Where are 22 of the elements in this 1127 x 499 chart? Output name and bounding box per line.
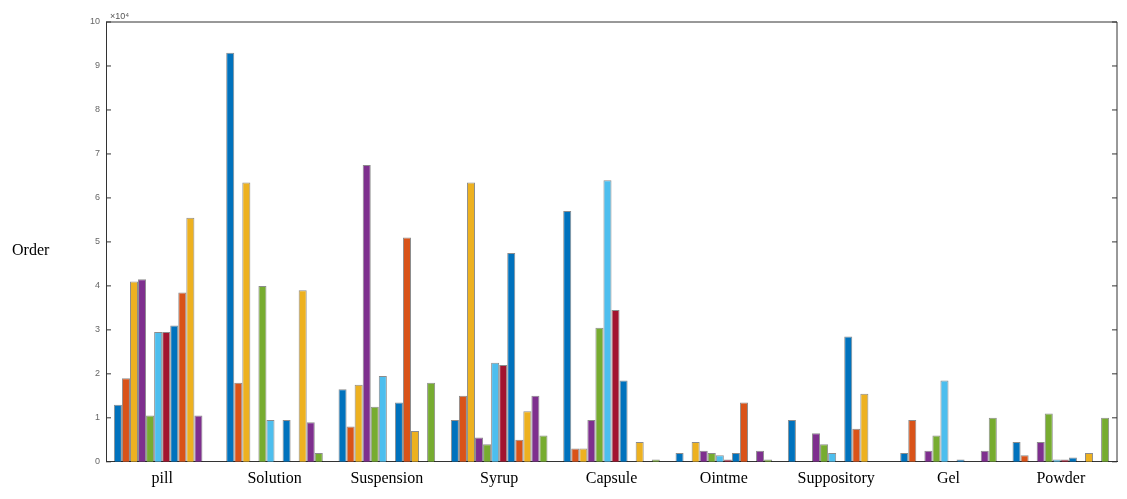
x-tick-label: Powder bbox=[1036, 468, 1086, 486]
y-tick-label: 6 bbox=[95, 192, 101, 203]
y-tick-label: 1 bbox=[95, 412, 101, 423]
y-tick-label: 5 bbox=[95, 236, 101, 247]
x-tick-label: Capsule bbox=[585, 468, 638, 487]
y-tick-label: 9 bbox=[95, 60, 101, 71]
x-tick-label: Ointme bbox=[699, 468, 748, 486]
x-tick-label: pill bbox=[151, 468, 174, 487]
x-tick-label: Suspension bbox=[350, 468, 424, 487]
y-tick-label: 8 bbox=[95, 104, 101, 115]
y-tick-label: 4 bbox=[95, 280, 101, 291]
x-tick-label: Gel bbox=[936, 468, 961, 486]
text: ×10⁴ bbox=[110, 10, 130, 21]
x-tick-label: Solution bbox=[247, 468, 302, 486]
y-tick-label: 2 bbox=[95, 368, 101, 379]
y-tick-label: 7 bbox=[95, 148, 101, 159]
x-tick-label: Suppository bbox=[797, 468, 875, 487]
y-tick-label: 0 bbox=[95, 456, 101, 467]
y-tick-label: 3 bbox=[95, 324, 101, 335]
x-tick-label: Syrup bbox=[480, 468, 519, 487]
y-tick-label: 10 bbox=[90, 16, 101, 27]
y-axis-title: Order bbox=[11, 240, 51, 259]
